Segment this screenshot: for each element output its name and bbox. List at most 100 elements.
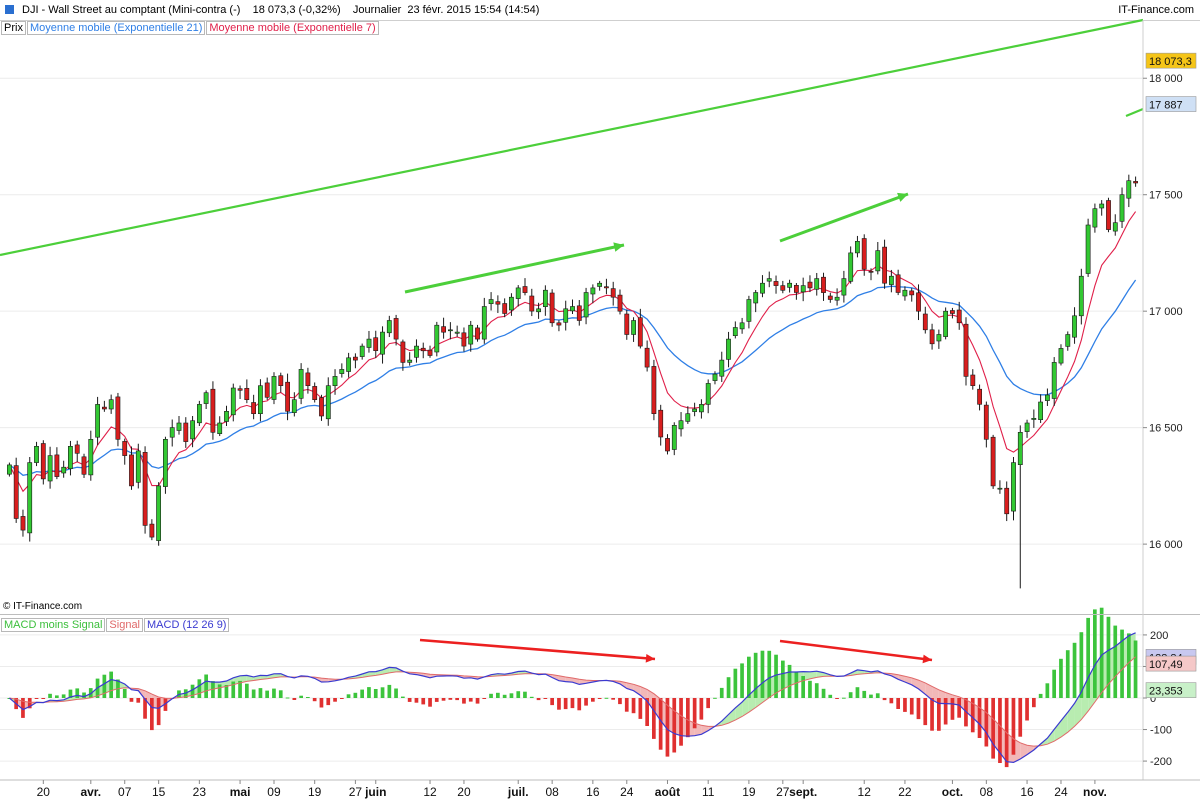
macd-ribbon (613, 680, 620, 684)
legend-macd-hist[interactable]: MACD moins Signal (1, 618, 106, 632)
candle-body (481, 306, 487, 340)
candle-body (780, 285, 786, 291)
macd-ribbon (382, 667, 390, 675)
macd-ribbon (287, 676, 295, 678)
macd-ribbon (647, 689, 654, 711)
candle-body (434, 324, 440, 353)
brand-link[interactable]: IT-Finance.com (1118, 4, 1194, 16)
legend-macd-signal[interactable]: Signal (106, 618, 143, 632)
macd-hist-bar (903, 698, 907, 712)
macd-hist-bar (502, 694, 507, 698)
macd-hist-bar (672, 698, 677, 753)
macd-ribbon (355, 673, 363, 679)
signal-line (9, 656, 1136, 747)
macd-ribbon (511, 671, 519, 676)
macd-ribbon (735, 702, 743, 721)
legend-ema7[interactable]: Moyenne mobile (Exponentielle 7) (206, 21, 379, 35)
candle-body (346, 357, 351, 372)
macd-hist-bar (211, 681, 215, 698)
macd-ribbon (90, 687, 98, 698)
candle-body (210, 388, 216, 433)
macd-ribbon (809, 671, 817, 679)
macd-ribbon (172, 694, 180, 699)
macd-hist-bar (719, 687, 724, 698)
candle-body (115, 396, 121, 440)
macd-ribbon (104, 679, 112, 694)
candle-body (536, 308, 541, 313)
macd-hist-bar (163, 698, 168, 711)
macd-hist-bar (238, 680, 242, 698)
candle-body (678, 420, 684, 430)
macd-ribbon (986, 712, 994, 745)
candle-body (1085, 224, 1091, 274)
copyright: © IT-Finance.com (3, 601, 83, 612)
macd-ribbon (219, 680, 227, 688)
macd-hist-bar (699, 698, 704, 720)
macd-hist-bar (774, 654, 778, 698)
macd-ribbon (70, 695, 78, 701)
candle-body (68, 445, 73, 469)
candle-body (576, 305, 582, 321)
macd-hist-bar (563, 698, 568, 710)
macd-hist-bar (509, 693, 514, 698)
macd-hist-bar (943, 698, 948, 725)
macd-tag-2-label: 23,353 (1149, 686, 1183, 698)
macd-hist-bar (597, 698, 602, 699)
macd-ribbon (63, 696, 71, 702)
candle-body (454, 331, 460, 334)
macd-hist-bar (394, 688, 398, 698)
macd-hist-bar (706, 698, 710, 709)
macd-hist-bar (55, 695, 59, 698)
macd-hist-bar (448, 698, 453, 700)
macd-ribbon (518, 671, 526, 675)
macd-hist-bar (543, 698, 548, 699)
macd-ribbon (321, 678, 329, 683)
macd-hist-bar (937, 698, 941, 731)
macd-ribbon (721, 714, 729, 726)
macd-ribbon (138, 688, 146, 700)
candle-body (407, 359, 413, 363)
macd-divergence-arrow-2-head (922, 654, 932, 664)
legend-ema21[interactable]: Moyenne mobile (Exponentielle 21) (26, 21, 206, 35)
candle-body (760, 282, 765, 294)
macd-hist-bar (977, 698, 982, 738)
candle-body (773, 281, 779, 286)
macd-hist-bar (414, 698, 419, 703)
candle-body (529, 295, 535, 312)
macd-ribbon (77, 695, 85, 700)
macd-ribbon (667, 705, 675, 734)
candle-body (956, 309, 962, 324)
candle-body (352, 356, 358, 361)
macd-tag-0 (1145, 649, 1197, 665)
macd-ribbon (253, 675, 261, 681)
macd-hist-bar (686, 698, 690, 738)
candle-body (1017, 431, 1023, 465)
legend-price[interactable]: Prix (1, 21, 26, 35)
macd-ribbon (416, 672, 424, 676)
candle-body (542, 289, 548, 308)
legend-macd-line[interactable]: MACD (12 26 9) (144, 618, 230, 632)
candle-body (848, 252, 854, 282)
macd-ribbon (1060, 712, 1068, 738)
candle-body (13, 465, 19, 519)
macd-hist-bar (1072, 642, 1077, 698)
macd-ribbon (959, 696, 966, 712)
macd-hist-bar (285, 697, 290, 699)
macd-ribbon (504, 673, 512, 676)
candle-body (386, 320, 392, 334)
price-tag-0-label: 18 073,3 (1149, 56, 1192, 68)
macd-hist-bar (122, 688, 127, 698)
candle-body (461, 332, 467, 347)
macd-ribbon (898, 674, 905, 683)
macd-hist-bar (631, 698, 636, 714)
macd-ribbon (864, 670, 872, 674)
candle-body (278, 375, 284, 387)
macd-hist-bar (665, 698, 670, 757)
macd-hist-bar (638, 698, 643, 719)
macd-tick-label: 100 (1150, 661, 1168, 673)
candle-body (1058, 348, 1064, 364)
macd-hist-bar (1086, 617, 1090, 698)
candle-body (895, 274, 901, 293)
macd-hist-bar (1004, 698, 1009, 768)
candle-body (441, 326, 446, 333)
